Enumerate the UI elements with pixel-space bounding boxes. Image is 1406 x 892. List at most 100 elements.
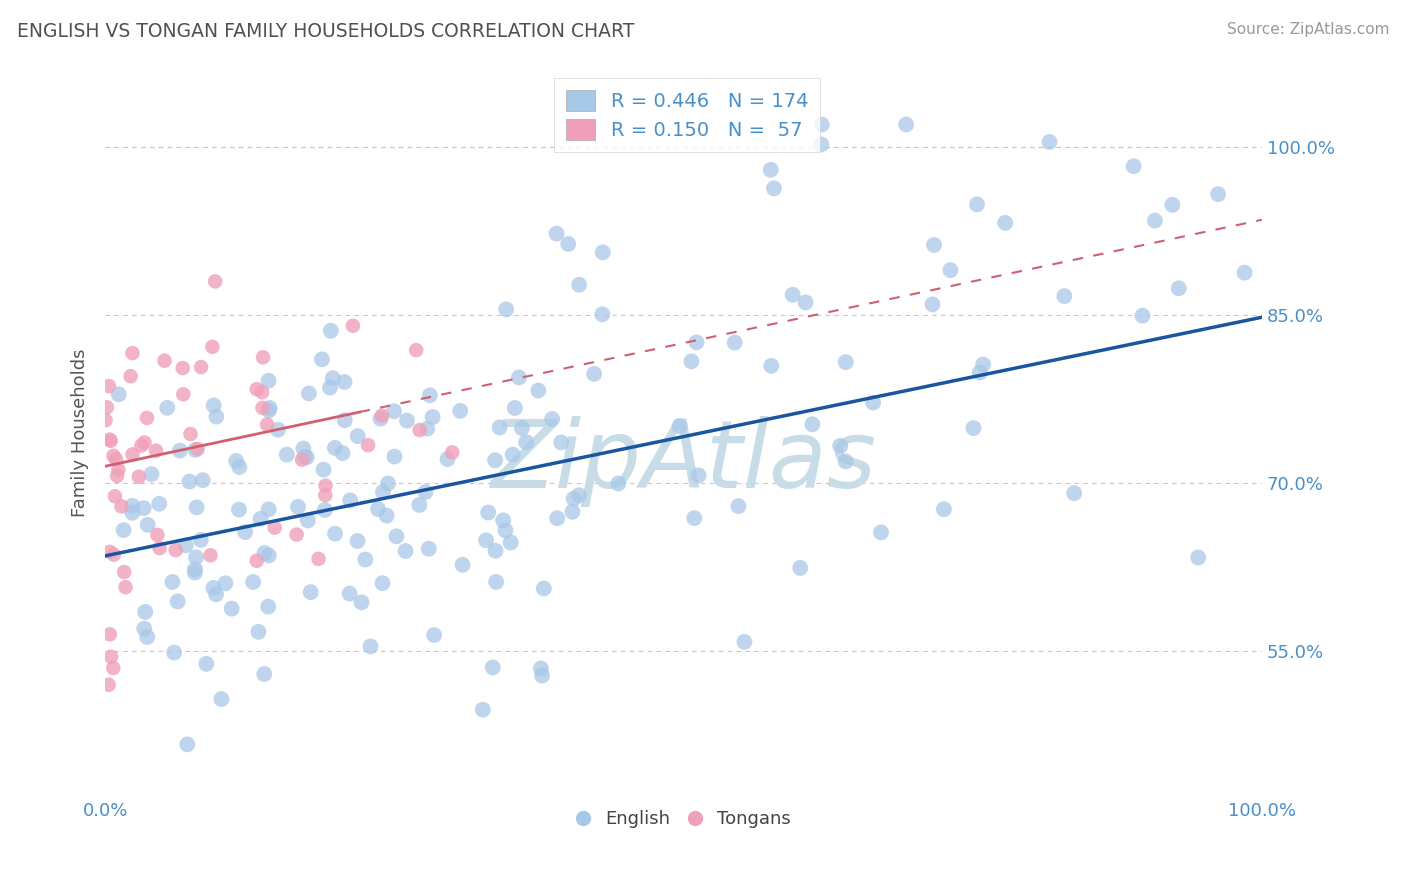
Point [311,352,333,367]
Point [132,501,155,516]
Point [333,375,356,389]
Point [257,403,280,417]
Point [202,581,225,595]
Point [190,533,212,547]
Point [405,343,427,358]
Point [121,499,143,513]
Point [294,450,316,464]
Point [166,594,188,608]
Point [112,523,135,537]
Point [416,422,439,436]
Point [492,513,515,527]
Point [419,388,441,402]
Point [228,502,250,516]
Point [121,447,143,461]
Point [1167,281,1189,295]
Point [339,587,361,601]
Point [259,401,281,415]
Point [1206,187,1229,202]
Point [94,413,117,427]
Point [394,544,416,558]
Point [502,448,524,462]
Point [333,413,356,427]
Point [332,446,354,460]
Point [246,554,269,568]
Point [292,442,315,456]
Point [146,528,169,542]
Point [1063,486,1085,500]
Point [583,367,606,381]
Point [172,387,194,401]
Point [371,485,394,500]
Point [153,353,176,368]
Point [592,245,614,260]
Point [179,475,201,489]
Point [371,409,394,423]
Point [1143,213,1166,227]
Point [966,197,988,211]
Point [794,295,817,310]
Point [423,628,446,642]
Point [471,703,494,717]
Point [346,533,368,548]
Point [149,541,172,555]
Point [184,550,207,565]
Point [422,410,444,425]
Point [527,384,550,398]
Point [298,386,321,401]
Text: ZipAtlas: ZipAtlas [491,417,876,508]
Point [810,137,832,152]
Point [291,452,314,467]
Point [97,678,120,692]
Point [103,449,125,463]
Point [184,442,207,457]
Point [136,517,159,532]
Point [508,370,530,384]
Point [148,497,170,511]
Point [894,118,917,132]
Point [350,595,373,609]
Point [186,500,208,515]
Point [789,561,811,575]
Point [249,512,271,526]
Point [256,417,278,432]
Point [120,369,142,384]
Point [591,307,613,321]
Point [339,493,361,508]
Point [485,574,508,589]
Point [156,401,179,415]
Point [134,605,156,619]
Point [128,469,150,483]
Point [136,630,159,644]
Point [98,433,121,447]
Point [568,277,591,292]
Point [530,661,553,675]
Point [724,335,747,350]
Point [202,399,225,413]
Point [112,565,135,579]
Point [103,661,125,675]
Point [257,502,280,516]
Point [100,434,122,448]
Point [225,454,247,468]
Point [295,450,318,465]
Point [801,417,824,432]
Point [962,421,984,435]
Point [759,162,782,177]
Point [515,435,537,450]
Point [103,548,125,562]
Point [299,585,322,599]
Point [233,524,256,539]
Point [1053,289,1076,303]
Point [98,627,121,641]
Point [184,562,207,576]
Point [121,346,143,360]
Point [557,236,579,251]
Point [488,420,510,434]
Point [323,526,346,541]
Point [242,575,264,590]
Point [969,366,991,380]
Point [477,506,499,520]
Point [561,505,583,519]
Text: ENGLISH VS TONGAN FAMILY HOUSEHOLDS CORRELATION CHART: ENGLISH VS TONGAN FAMILY HOUSEHOLDS CORR… [17,22,634,41]
